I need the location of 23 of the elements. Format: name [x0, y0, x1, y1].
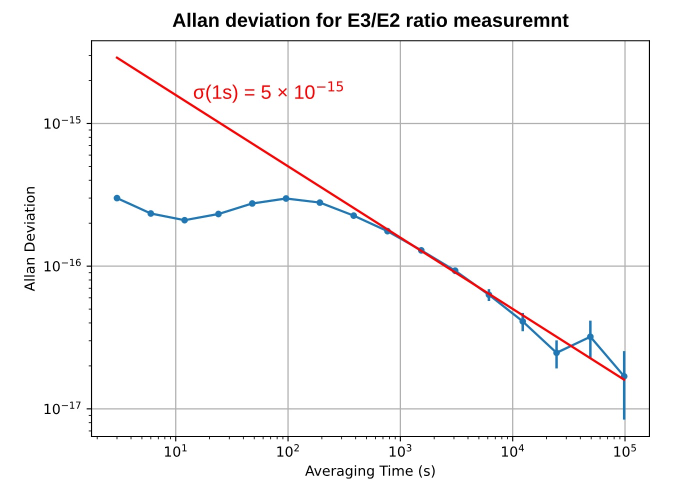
y-tick-label: 10$^{−15}$ [44, 116, 81, 129]
point [316, 199, 324, 206]
series-label: σ(1s) = 5 × 10$^{−15}$ [194, 81, 344, 103]
point [282, 195, 290, 202]
y-tick-label: 10$^{−16}$ [44, 258, 81, 272]
point [114, 194, 120, 202]
x-tick-label: 10$^{3}$ [390, 444, 412, 457]
point [181, 216, 188, 224]
point [587, 333, 594, 340]
x-tick-label: 10$^{2}$ [277, 444, 299, 457]
y-axis-title: Allan Deviation [24, 187, 35, 292]
point [350, 212, 358, 219]
x-axis-title: Averaging Time (s) [305, 465, 435, 479]
x-tick-label: 10$^{1}$ [165, 444, 187, 457]
y-tick-label: 10$^{−17}$ [44, 402, 81, 414]
chart-title: Allan deviation for E3/E2 ratio measuremnt [172, 12, 569, 28]
point [248, 200, 256, 207]
x-tick-label: 10$^{4}$ [502, 444, 524, 457]
x-tick-label: 10$^{5}$ [614, 444, 636, 457]
point [519, 318, 526, 325]
point [215, 210, 222, 218]
point [553, 349, 560, 356]
point [147, 210, 154, 217]
